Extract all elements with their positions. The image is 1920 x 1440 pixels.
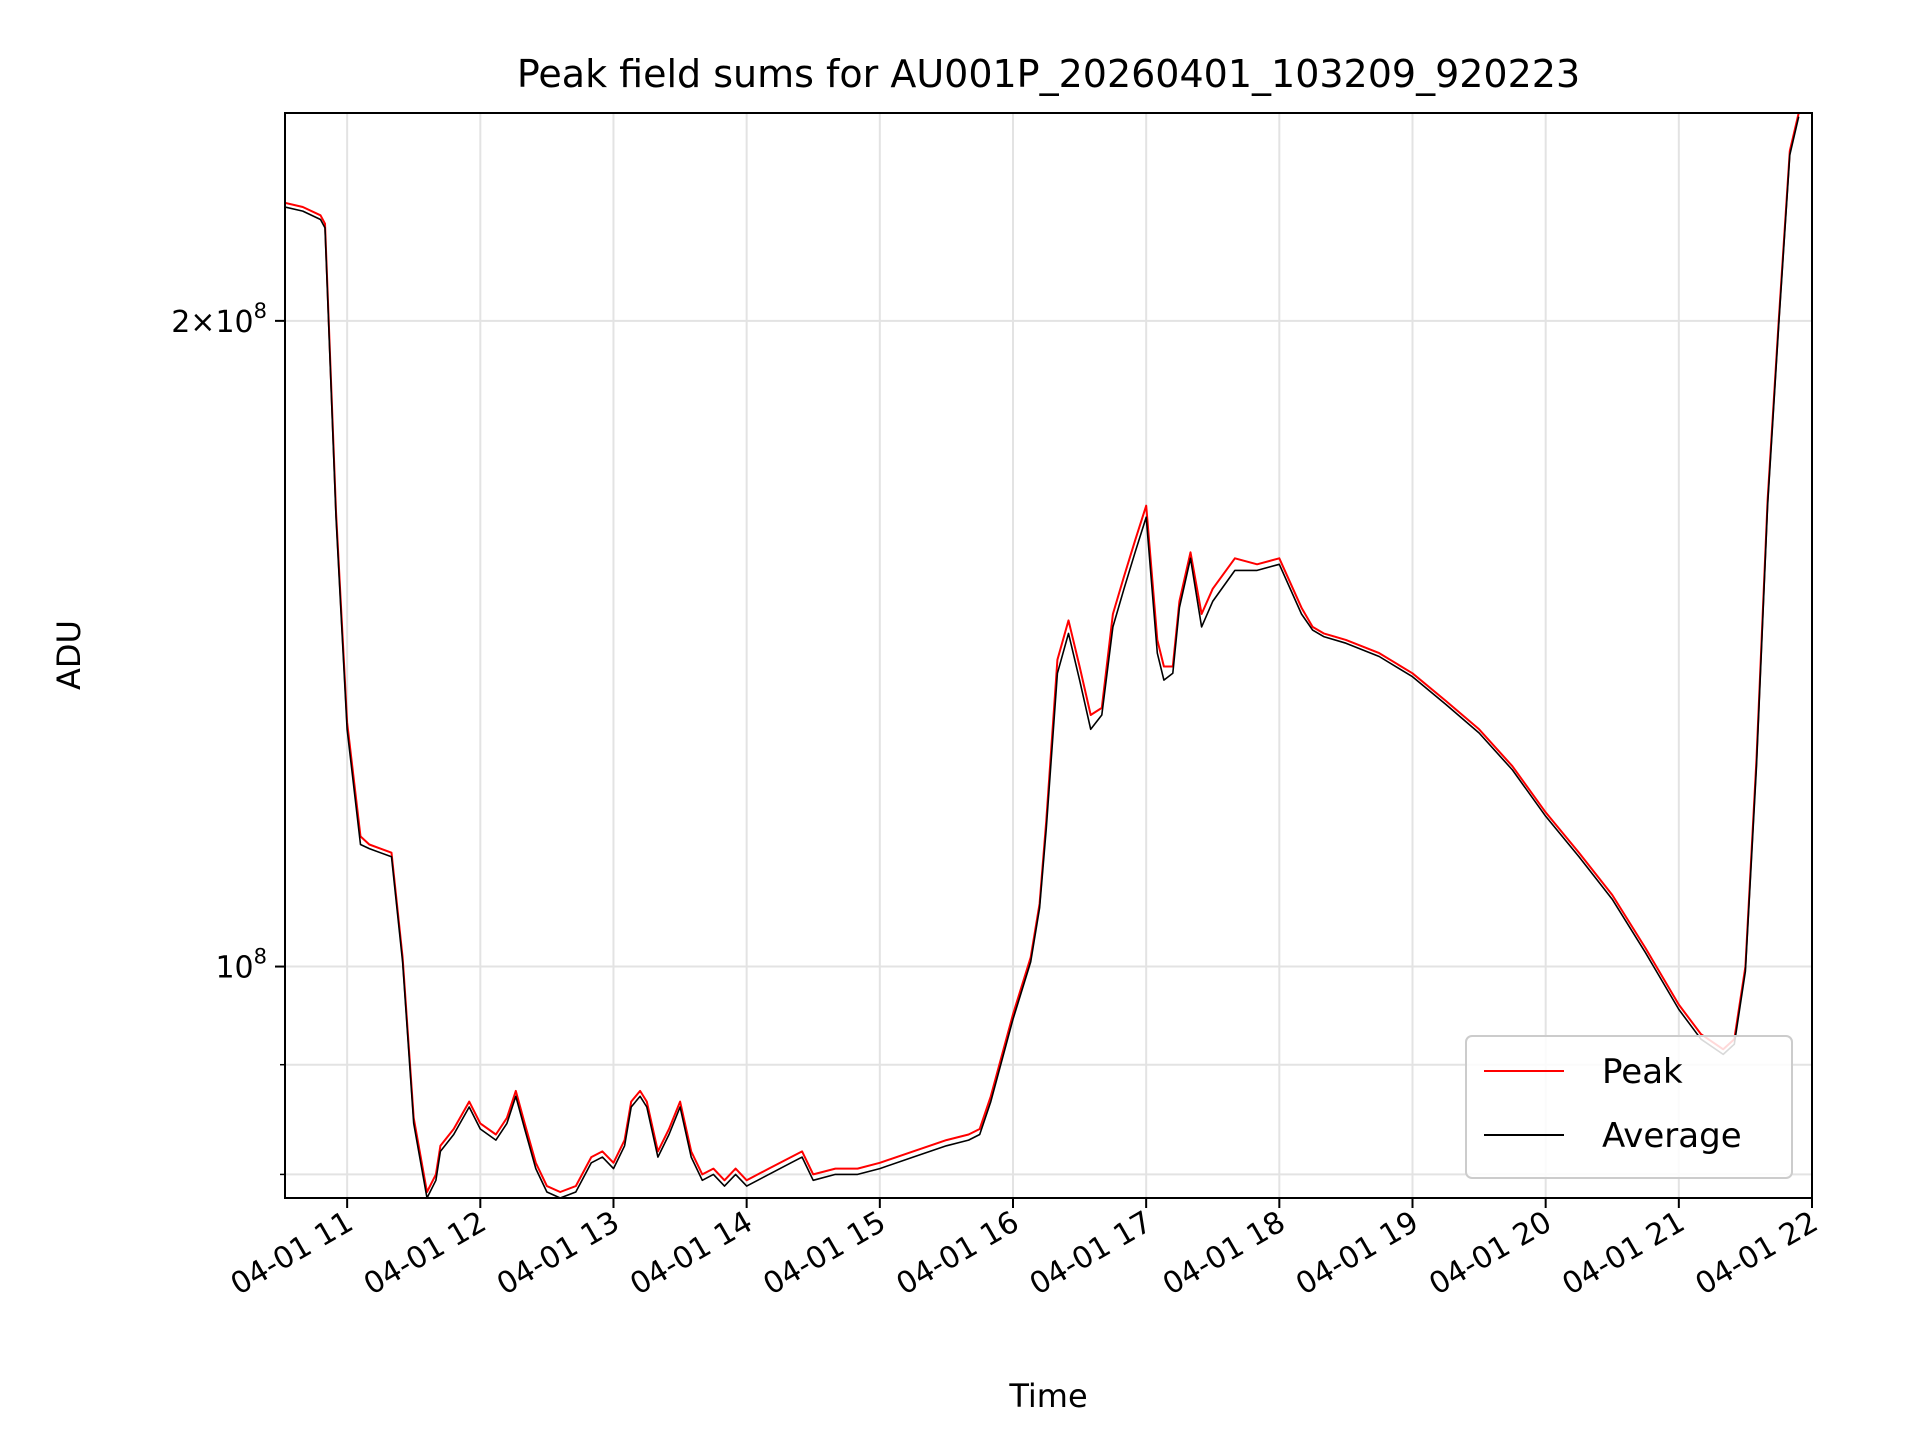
chart-title: Peak field sums for AU001P_20260401_1032… (517, 52, 1580, 96)
series-line-peak (285, 113, 1800, 1193)
series-lines (285, 113, 1800, 1198)
y-tick-label: 2×108 (171, 299, 267, 340)
legend: Peak Average (1465, 1035, 1793, 1179)
legend-label-average: Average (1602, 1116, 1742, 1156)
series-line-average (285, 116, 1800, 1198)
plot-frame (284, 112, 1813, 1199)
x-axis-label: Time (1008, 1377, 1087, 1415)
y-axis-label: ADU (50, 620, 88, 690)
y-tick-label: 108 (215, 945, 267, 986)
legend-label-peak: Peak (1602, 1052, 1683, 1092)
